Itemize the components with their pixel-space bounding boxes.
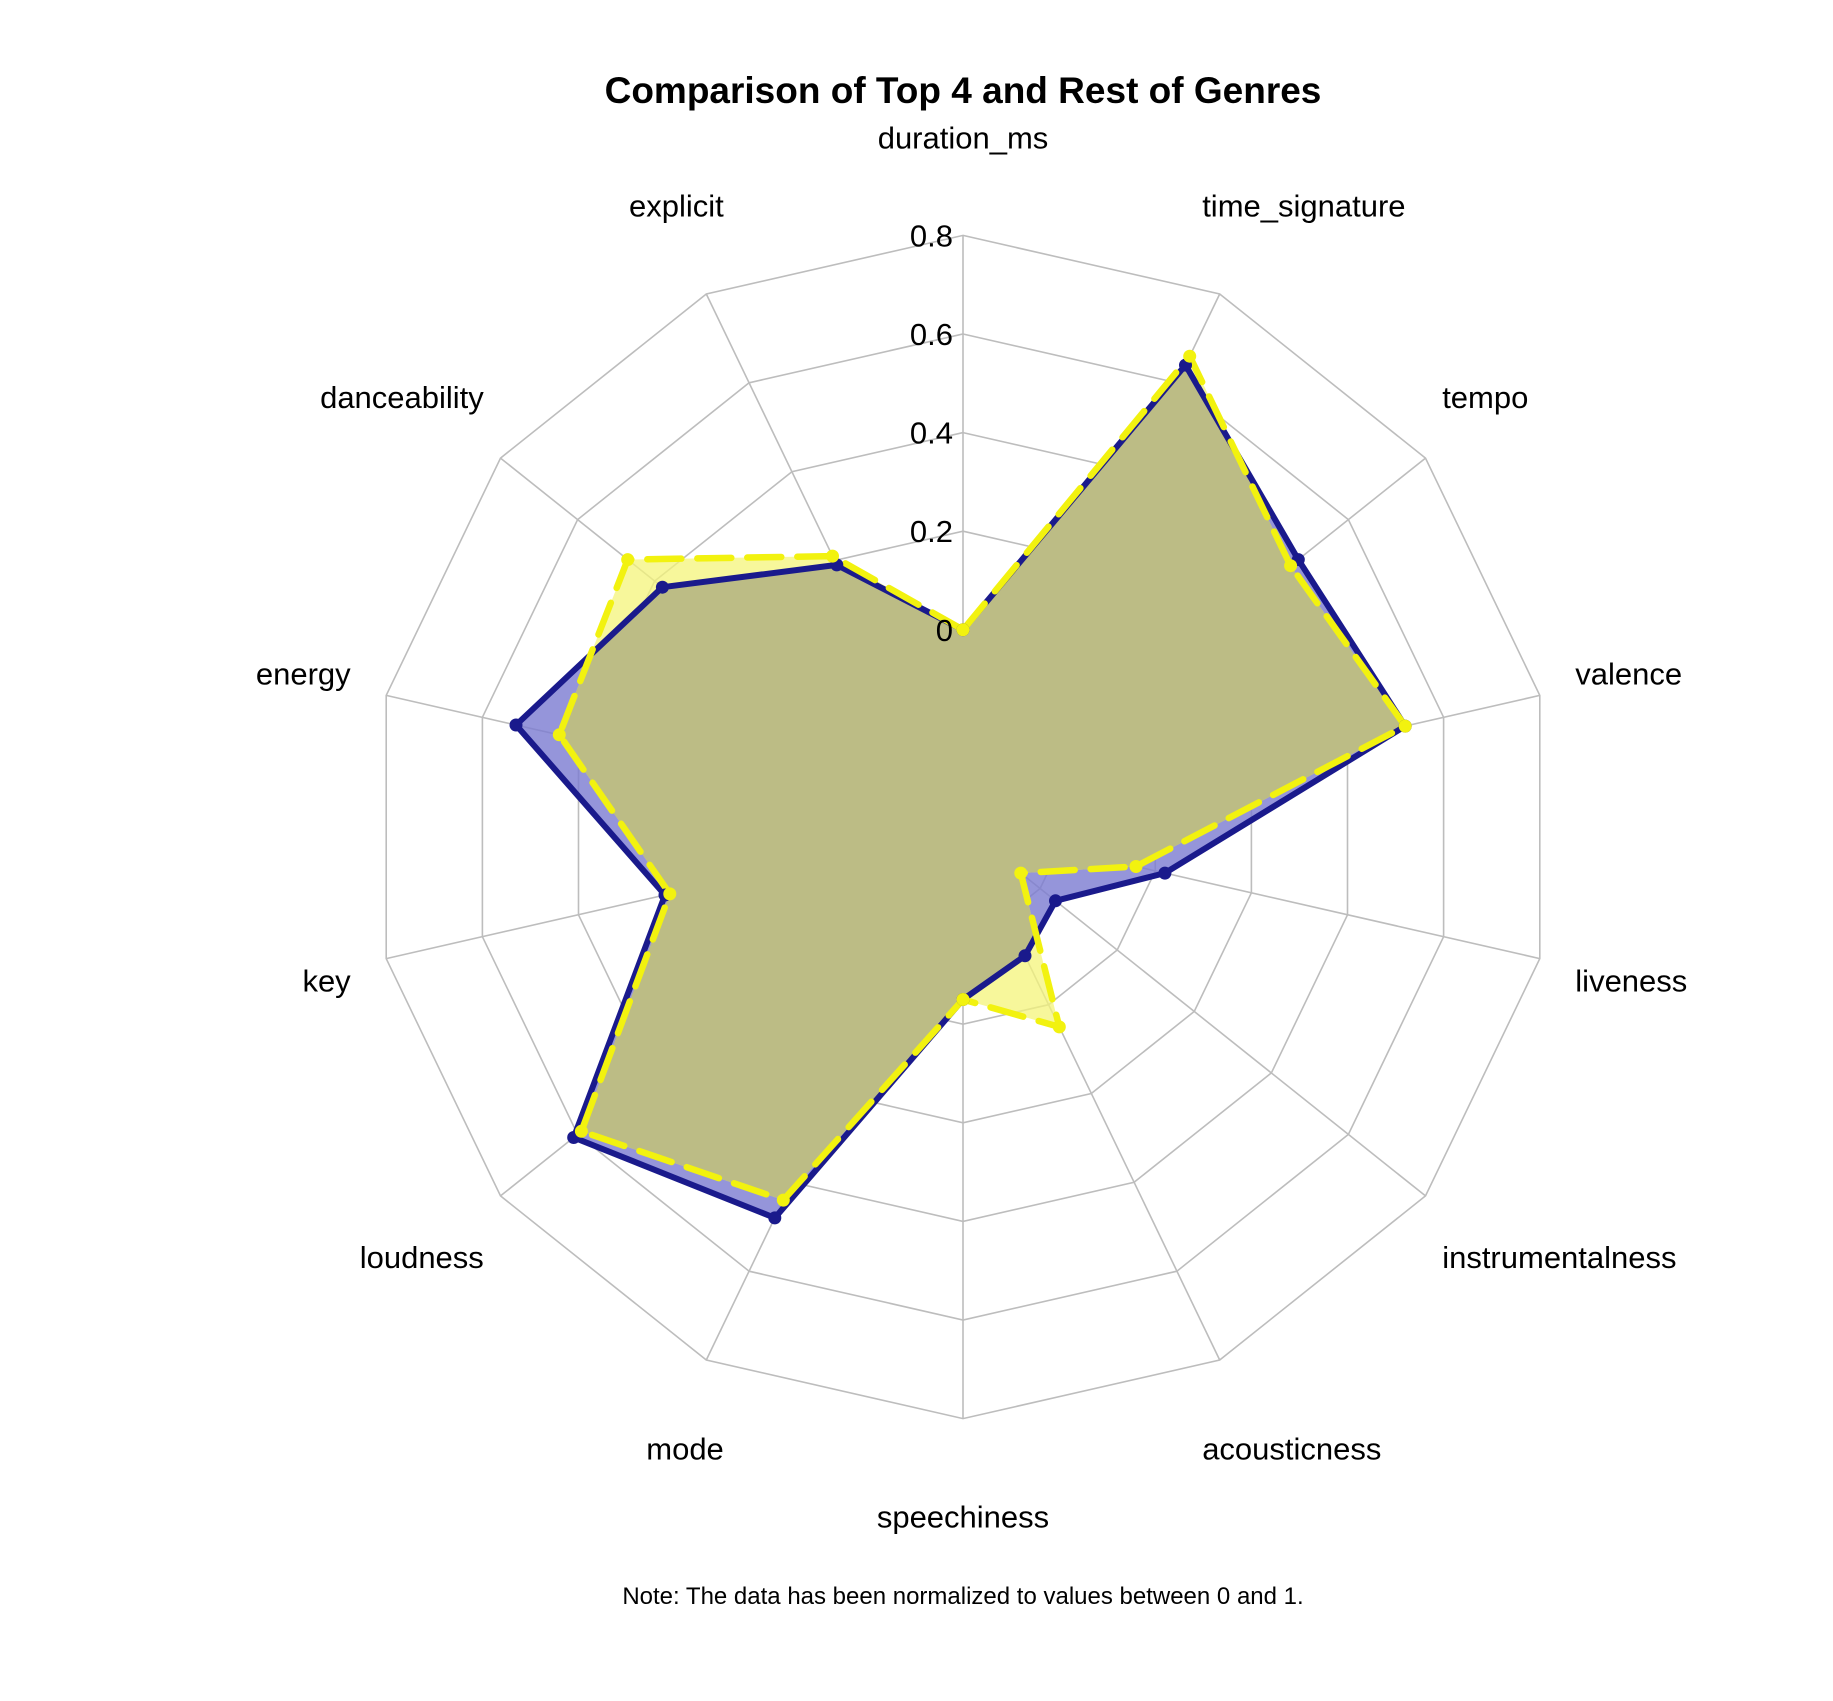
radial-tick-labels: 0 0.2 0.4 0.6 0.8 (910, 218, 953, 647)
axis-label-mode: mode (646, 1431, 724, 1466)
data-point-rest-liveness (1129, 860, 1143, 873)
radial-tick-label: 0.8 (910, 218, 953, 253)
data-point-rest-tempo (1284, 559, 1298, 573)
axis-label-time_signature: time_signature (1202, 189, 1405, 224)
chart-title: Comparison of Top 4 and Rest of Genres (605, 70, 1322, 111)
series-overlap-fill (559, 365, 1406, 1201)
data-point-top-4-energy (509, 718, 523, 732)
data-point-top-4-danceability (655, 580, 669, 594)
axis-label-acousticness: acousticness (1202, 1431, 1381, 1466)
radial-tick-label: 0.2 (910, 514, 953, 549)
data-point-rest-key (663, 887, 677, 901)
axis-label-valence: valence (1575, 657, 1682, 692)
axis-label-danceability: danceability (320, 380, 484, 415)
data-point-top-4-instrumentalness (1049, 894, 1062, 908)
data-point-rest-explicit (826, 549, 839, 563)
radial-tick-label: 0 (936, 613, 953, 648)
chart-note: Note: The data has been normalized to va… (622, 1583, 1303, 1610)
data-point-rest-speechiness (956, 993, 970, 1006)
axis-label-key: key (302, 964, 351, 999)
axis-label-liveness: liveness (1575, 964, 1687, 999)
data-point-rest-energy (552, 728, 566, 742)
axis-label-instrumentalness: instrumentalness (1442, 1240, 1676, 1275)
data-point-top-4-acousticness (1018, 949, 1032, 963)
data-point-top-4-mode (768, 1211, 782, 1225)
data-point-rest-valence (1398, 719, 1412, 733)
data-point-rest-duration_ms (956, 623, 970, 637)
data-point-rest-danceability (621, 553, 635, 567)
axis-label-loudness: loudness (360, 1240, 484, 1275)
axis-label-energy: energy (256, 657, 351, 692)
data-point-rest-mode (776, 1193, 790, 1207)
data-point-rest-loudness (574, 1124, 588, 1138)
axis-label-explicit: explicit (629, 189, 724, 224)
axis-label-duration_ms: duration_ms (878, 120, 1049, 155)
radial-tick-label: 0.4 (910, 416, 953, 451)
radial-tick-label: 0.6 (910, 317, 953, 352)
data-point-rest-acousticness (1052, 1020, 1066, 1034)
axis-label-speechiness: speechiness (877, 1500, 1049, 1535)
data-point-top-4-liveness (1158, 866, 1172, 880)
radar-series (509, 349, 1412, 1225)
axis-label-tempo: tempo (1442, 380, 1528, 415)
data-point-rest-instrumentalness (1014, 866, 1028, 880)
data-point-rest-time_signature (1183, 349, 1197, 363)
